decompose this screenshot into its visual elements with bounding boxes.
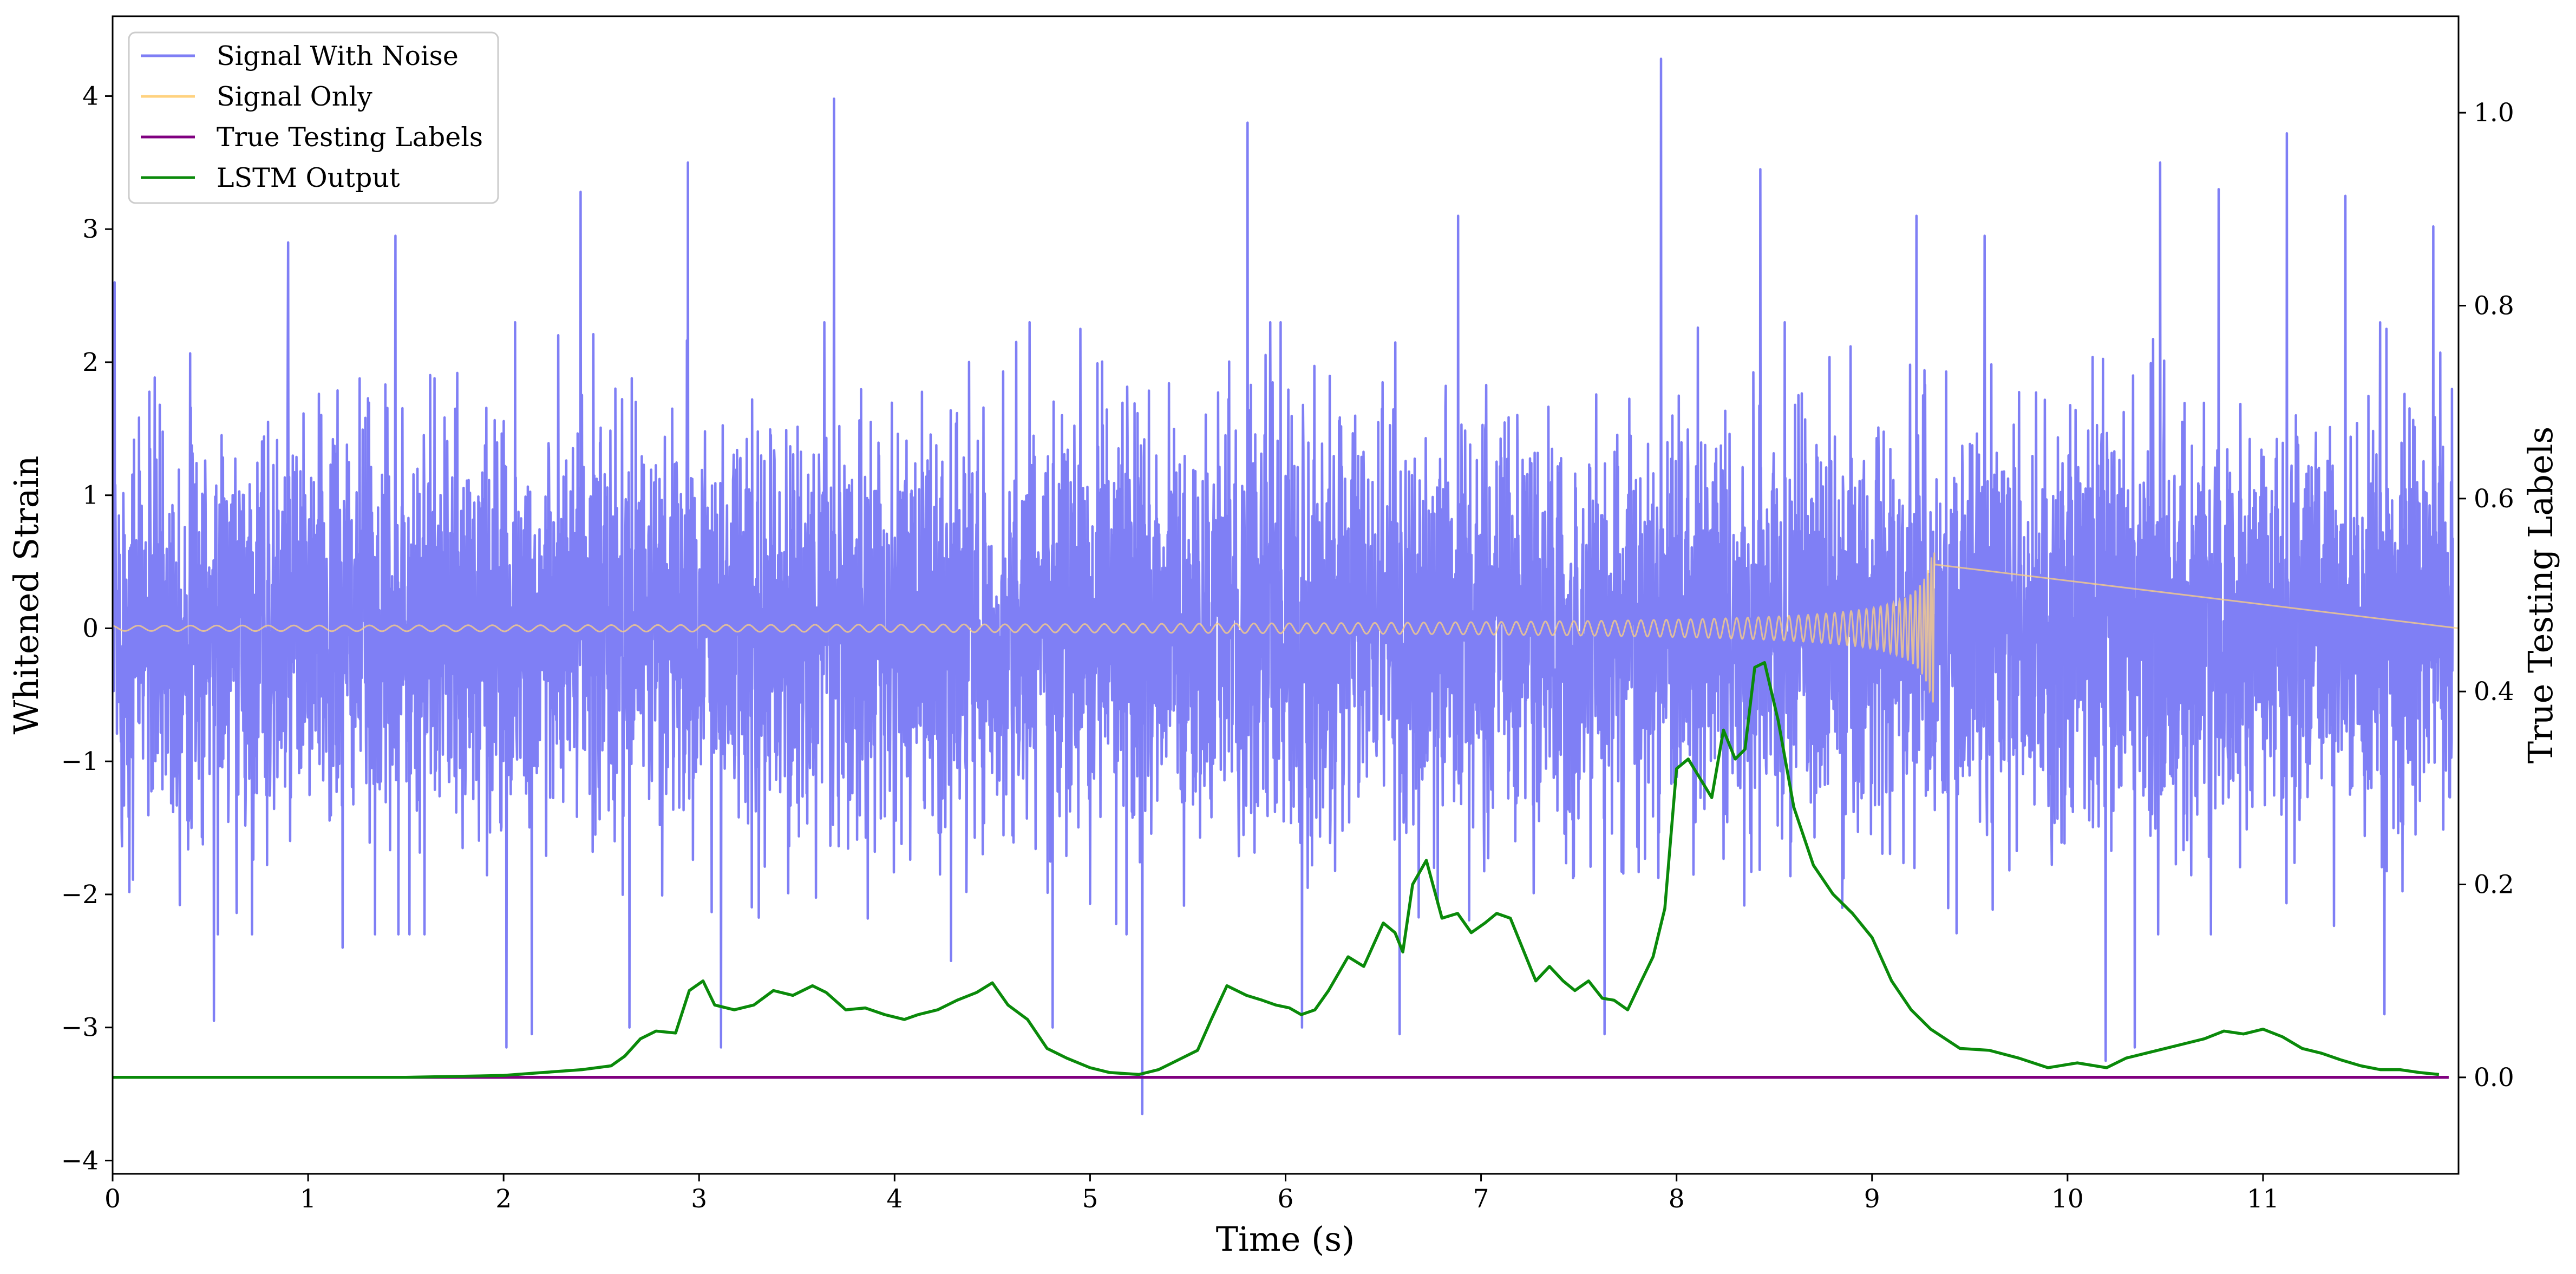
y2-tick-label: 0.4 — [2474, 677, 2514, 707]
x-tick-label: 2 — [495, 1184, 512, 1214]
y-axis-right: 0.0 0.2 0.4 0.6 0.8 1.0 — [2459, 98, 2514, 1093]
x-tick-label: 9 — [1864, 1184, 1880, 1214]
signal-only-line — [113, 552, 2459, 703]
y-tick-label: −2 — [61, 880, 99, 910]
signal-with-noise-line — [113, 57, 2454, 1115]
x-tick-label: 0 — [104, 1184, 121, 1214]
x-tick-label: 1 — [300, 1184, 316, 1214]
y-axis-left: −4 −3 −2 −1 0 1 2 3 4 — [61, 81, 113, 1175]
y2-tick-label: 1.0 — [2474, 98, 2514, 128]
y-tick-label: −1 — [61, 747, 99, 776]
y-tick-label: 0 — [82, 613, 99, 643]
x-tick-label: 7 — [1473, 1184, 1489, 1214]
y2-tick-label: 0.8 — [2474, 291, 2514, 321]
y2-axis-label: True Testing Labels — [2521, 427, 2560, 764]
legend-label-true-testing-labels: True Testing Labels — [217, 122, 483, 153]
legend-frame — [128, 31, 499, 204]
x-tick-label: 10 — [2051, 1184, 2084, 1214]
x-tick-label: 6 — [1278, 1184, 1294, 1214]
x-tick-label: 3 — [691, 1184, 707, 1214]
y-axis-label: Whitened Strain — [6, 456, 46, 735]
y2-tick-label: 0.0 — [2474, 1063, 2514, 1093]
y-tick-label: −3 — [61, 1013, 99, 1043]
lstm-output-line — [113, 661, 2440, 1079]
legend: Signal With Noise Signal Only True Testi… — [128, 31, 499, 204]
x-tick-label: 5 — [1082, 1184, 1098, 1214]
x-axis: 0 1 2 3 4 5 6 7 8 9 10 11 — [104, 1174, 2279, 1214]
y-tick-label: 3 — [82, 214, 99, 244]
legend-label-signal-with-noise: Signal With Noise — [217, 41, 459, 71]
x-tick-label: 11 — [2247, 1184, 2279, 1214]
x-tick-label: 4 — [886, 1184, 903, 1214]
y-tick-label: 2 — [82, 348, 99, 377]
plot-area — [113, 57, 2459, 1115]
y-tick-label: 4 — [82, 81, 99, 111]
legend-label-lstm-output: LSTM Output — [217, 162, 400, 193]
x-tick-label: 8 — [1669, 1184, 1685, 1214]
y2-tick-label: 0.2 — [2474, 870, 2514, 900]
x-axis-label: Time (s) — [1216, 1219, 1355, 1259]
y-tick-label: −4 — [61, 1146, 99, 1175]
y-tick-label: 1 — [82, 481, 99, 511]
legend-label-signal-only: Signal Only — [217, 81, 372, 112]
y2-tick-label: 0.6 — [2474, 484, 2514, 514]
